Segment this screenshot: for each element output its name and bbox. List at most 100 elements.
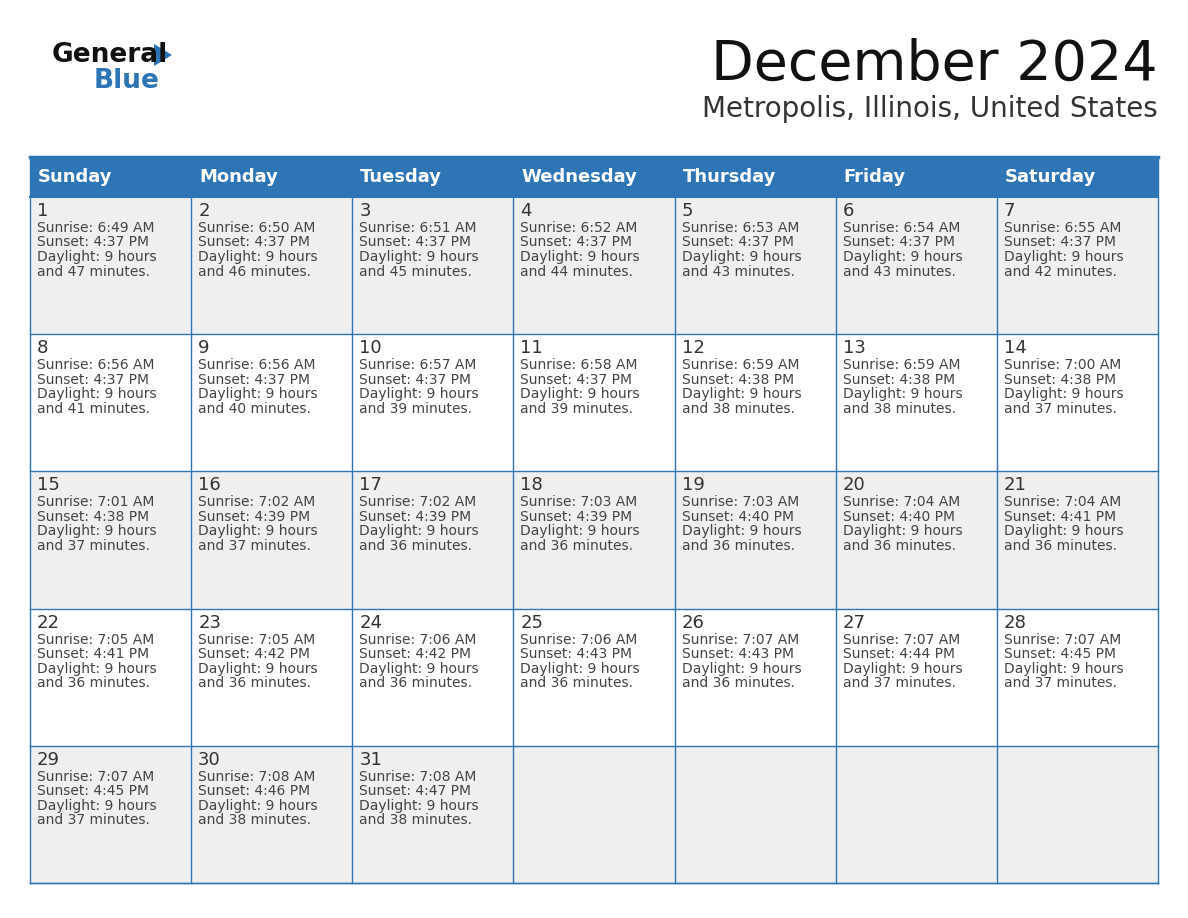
Text: and 37 minutes.: and 37 minutes. <box>37 539 150 553</box>
Text: and 45 minutes.: and 45 minutes. <box>359 264 472 278</box>
Text: Sunrise: 6:50 AM: Sunrise: 6:50 AM <box>198 221 316 235</box>
Text: Sunset: 4:38 PM: Sunset: 4:38 PM <box>1004 373 1116 386</box>
Text: Daylight: 9 hours: Daylight: 9 hours <box>198 250 317 264</box>
Text: and 36 minutes.: and 36 minutes. <box>842 539 955 553</box>
Text: Sunset: 4:41 PM: Sunset: 4:41 PM <box>37 647 150 661</box>
Bar <box>997 334 1158 472</box>
Text: Sunset: 4:45 PM: Sunset: 4:45 PM <box>37 784 148 799</box>
Bar <box>675 609 835 745</box>
Text: Sunrise: 6:55 AM: Sunrise: 6:55 AM <box>1004 221 1121 235</box>
Polygon shape <box>154 44 172 66</box>
Bar <box>30 472 191 609</box>
Text: Daylight: 9 hours: Daylight: 9 hours <box>359 799 479 812</box>
Text: and 43 minutes.: and 43 minutes. <box>682 264 795 278</box>
Text: Sunset: 4:38 PM: Sunset: 4:38 PM <box>842 373 955 386</box>
Text: 10: 10 <box>359 339 381 357</box>
Text: Daylight: 9 hours: Daylight: 9 hours <box>520 524 640 538</box>
Text: 31: 31 <box>359 751 383 768</box>
Text: Sunset: 4:43 PM: Sunset: 4:43 PM <box>682 647 794 661</box>
Text: Daylight: 9 hours: Daylight: 9 hours <box>682 524 801 538</box>
Text: Sunrise: 7:06 AM: Sunrise: 7:06 AM <box>520 633 638 646</box>
Bar <box>997 609 1158 745</box>
Bar <box>513 334 675 472</box>
Text: 5: 5 <box>682 202 693 220</box>
Bar <box>513 472 675 609</box>
Text: Sunset: 4:39 PM: Sunset: 4:39 PM <box>520 509 632 524</box>
Bar <box>835 745 997 883</box>
Text: Sunset: 4:37 PM: Sunset: 4:37 PM <box>520 236 632 250</box>
Text: General: General <box>52 42 169 68</box>
Text: Sunrise: 7:05 AM: Sunrise: 7:05 AM <box>37 633 154 646</box>
Text: Sunset: 4:42 PM: Sunset: 4:42 PM <box>198 647 310 661</box>
Text: Sunrise: 7:07 AM: Sunrise: 7:07 AM <box>842 633 960 646</box>
Text: Sunset: 4:46 PM: Sunset: 4:46 PM <box>198 784 310 799</box>
Text: Sunset: 4:37 PM: Sunset: 4:37 PM <box>520 373 632 386</box>
Bar <box>191 197 353 334</box>
Bar <box>30 745 191 883</box>
Text: Sunset: 4:37 PM: Sunset: 4:37 PM <box>1004 236 1116 250</box>
Text: Daylight: 9 hours: Daylight: 9 hours <box>842 662 962 676</box>
Text: Daylight: 9 hours: Daylight: 9 hours <box>198 799 317 812</box>
Text: Sunrise: 7:07 AM: Sunrise: 7:07 AM <box>1004 633 1121 646</box>
Text: 12: 12 <box>682 339 704 357</box>
Text: Daylight: 9 hours: Daylight: 9 hours <box>1004 387 1124 401</box>
Text: Friday: Friday <box>843 168 905 186</box>
Text: and 38 minutes.: and 38 minutes. <box>842 402 955 416</box>
Bar <box>191 334 353 472</box>
Text: and 36 minutes.: and 36 minutes. <box>359 539 473 553</box>
Text: Sunset: 4:40 PM: Sunset: 4:40 PM <box>682 509 794 524</box>
Bar <box>675 197 835 334</box>
Text: and 40 minutes.: and 40 minutes. <box>198 402 311 416</box>
Text: 3: 3 <box>359 202 371 220</box>
Text: Sunset: 4:37 PM: Sunset: 4:37 PM <box>359 373 472 386</box>
Text: Saturday: Saturday <box>1005 168 1097 186</box>
Text: Sunset: 4:37 PM: Sunset: 4:37 PM <box>198 373 310 386</box>
Text: Sunset: 4:37 PM: Sunset: 4:37 PM <box>842 236 955 250</box>
Text: 17: 17 <box>359 476 383 495</box>
Text: and 37 minutes.: and 37 minutes. <box>1004 402 1117 416</box>
Bar <box>513 609 675 745</box>
Text: Sunrise: 7:07 AM: Sunrise: 7:07 AM <box>37 770 154 784</box>
Text: 24: 24 <box>359 613 383 632</box>
Text: Sunrise: 7:04 AM: Sunrise: 7:04 AM <box>1004 496 1121 509</box>
Bar <box>513 197 675 334</box>
Text: Daylight: 9 hours: Daylight: 9 hours <box>1004 250 1124 264</box>
Text: and 37 minutes.: and 37 minutes. <box>198 539 311 553</box>
Bar <box>30 157 1158 197</box>
Text: Sunrise: 7:03 AM: Sunrise: 7:03 AM <box>520 496 638 509</box>
Bar <box>191 472 353 609</box>
Bar <box>675 745 835 883</box>
Text: December 2024: December 2024 <box>712 38 1158 92</box>
Text: and 36 minutes.: and 36 minutes. <box>520 676 633 690</box>
Text: Daylight: 9 hours: Daylight: 9 hours <box>37 662 157 676</box>
Bar <box>353 334 513 472</box>
Bar <box>835 472 997 609</box>
Text: and 36 minutes.: and 36 minutes. <box>198 676 311 690</box>
Text: Daylight: 9 hours: Daylight: 9 hours <box>198 524 317 538</box>
Text: Daylight: 9 hours: Daylight: 9 hours <box>520 662 640 676</box>
Bar <box>30 609 191 745</box>
Text: Daylight: 9 hours: Daylight: 9 hours <box>1004 524 1124 538</box>
Text: 2: 2 <box>198 202 209 220</box>
Text: Sunset: 4:39 PM: Sunset: 4:39 PM <box>359 509 472 524</box>
Text: Daylight: 9 hours: Daylight: 9 hours <box>37 524 157 538</box>
Text: 18: 18 <box>520 476 543 495</box>
Text: 16: 16 <box>198 476 221 495</box>
Text: and 37 minutes.: and 37 minutes. <box>842 676 955 690</box>
Text: and 36 minutes.: and 36 minutes. <box>37 676 150 690</box>
Text: Sunset: 4:39 PM: Sunset: 4:39 PM <box>198 509 310 524</box>
Text: 27: 27 <box>842 613 866 632</box>
Text: Daylight: 9 hours: Daylight: 9 hours <box>37 799 157 812</box>
Text: and 36 minutes.: and 36 minutes. <box>359 676 473 690</box>
Text: 20: 20 <box>842 476 866 495</box>
Bar <box>675 472 835 609</box>
Bar <box>30 334 191 472</box>
Text: 11: 11 <box>520 339 543 357</box>
Text: 15: 15 <box>37 476 59 495</box>
Bar <box>353 745 513 883</box>
Text: Sunrise: 6:59 AM: Sunrise: 6:59 AM <box>842 358 960 372</box>
Text: Sunrise: 7:02 AM: Sunrise: 7:02 AM <box>359 496 476 509</box>
Text: and 39 minutes.: and 39 minutes. <box>520 402 633 416</box>
Text: Daylight: 9 hours: Daylight: 9 hours <box>359 250 479 264</box>
Text: 14: 14 <box>1004 339 1026 357</box>
